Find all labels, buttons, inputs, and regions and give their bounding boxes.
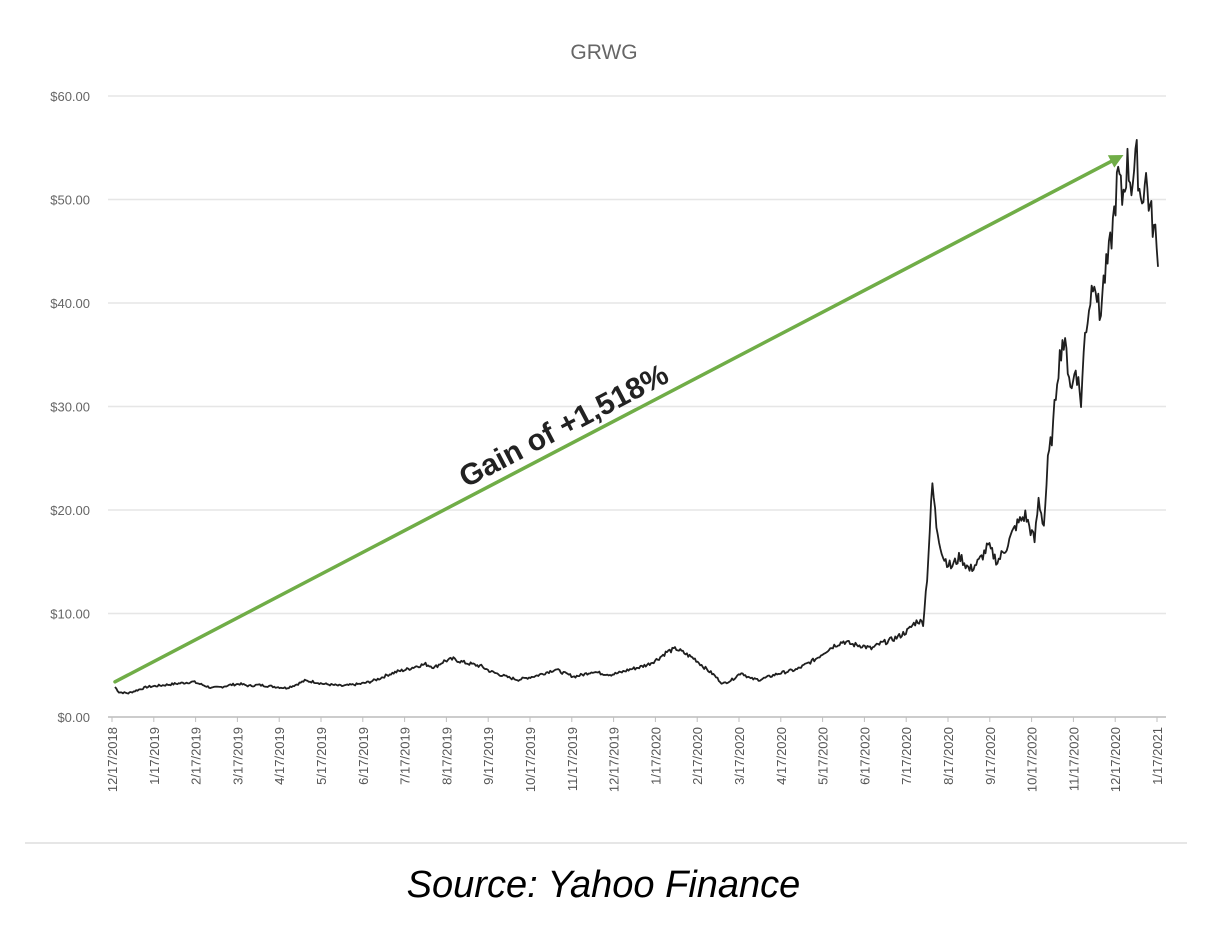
gain-annotation: Gain of +1,518% xyxy=(454,358,674,494)
x-tick-label: 8/17/2020 xyxy=(941,727,956,785)
grwg-line-chart: GRWG $0.00 $10.00 $20.00 $30.00 $40.00 $50.00… xyxy=(25,41,1187,844)
gain-trend-arrow xyxy=(113,154,1124,684)
x-tick-label: 6/17/2019 xyxy=(356,727,371,785)
x-tick-label: 8/17/2019 xyxy=(439,727,454,785)
x-tick-label: 7/17/2020 xyxy=(899,727,914,785)
x-tick-label: 11/17/2020 xyxy=(1066,727,1081,791)
x-tick-label: 11/17/2019 xyxy=(565,727,580,791)
x-axis-tick-labels: 12/17/2018 1/17/2019 2/17/2019 3/17/2019 4/1… xyxy=(105,727,1165,792)
x-tick-label: 10/17/2019 xyxy=(523,727,538,792)
gain-arrow-line xyxy=(113,159,1113,684)
x-tick-label: 12/17/2020 xyxy=(1108,727,1123,792)
y-axis-tick-labels: $0.00 $10.00 $20.00 $30.00 $40.00 $50.00 $60.0… xyxy=(50,89,90,725)
x-tick-label: 3/17/2020 xyxy=(732,727,747,785)
y-tick-label: $50.00 xyxy=(50,193,90,208)
source-caption: Source: Yahoo Finance xyxy=(406,864,801,906)
x-tick-label: 6/17/2020 xyxy=(857,727,872,785)
x-tick-label: 5/17/2019 xyxy=(314,727,329,785)
gridlines xyxy=(108,95,1166,718)
x-tick-label: 7/17/2019 xyxy=(398,727,413,785)
x-tick-label: 3/17/2019 xyxy=(230,727,245,785)
x-tick-label: 12/17/2018 xyxy=(105,727,120,792)
x-tick-label: 10/17/2020 xyxy=(1025,727,1040,792)
x-tick-label: 2/17/2019 xyxy=(189,727,204,785)
x-tick-label: 1/17/2021 xyxy=(1150,727,1165,785)
gain-annotation-label: Gain of +1,518% xyxy=(454,358,674,494)
x-tick-label: 4/17/2019 xyxy=(272,727,287,785)
x-tick-label: 4/17/2020 xyxy=(774,727,789,785)
y-tick-label: $10.00 xyxy=(50,607,90,622)
x-tick-label: 12/17/2019 xyxy=(607,727,622,792)
x-tick-label: 9/17/2020 xyxy=(983,727,998,785)
y-tick-label: $20.00 xyxy=(50,503,90,518)
y-tick-label: $60.00 xyxy=(50,89,90,104)
x-tick-label: 1/17/2019 xyxy=(147,727,162,785)
x-axis xyxy=(108,716,1166,722)
y-tick-label: $0.00 xyxy=(57,710,90,725)
x-tick-label: 1/17/2020 xyxy=(648,727,663,785)
price-line xyxy=(114,138,1159,695)
price-series xyxy=(114,138,1159,695)
x-tick-label: 5/17/2020 xyxy=(816,727,831,785)
y-tick-label: $30.00 xyxy=(50,400,90,415)
x-tick-label: 9/17/2019 xyxy=(481,727,496,785)
gain-arrow-head xyxy=(1107,154,1124,168)
x-tick-label: 2/17/2020 xyxy=(690,727,705,785)
chart-title: GRWG xyxy=(570,41,637,64)
y-tick-label: $40.00 xyxy=(50,296,90,311)
